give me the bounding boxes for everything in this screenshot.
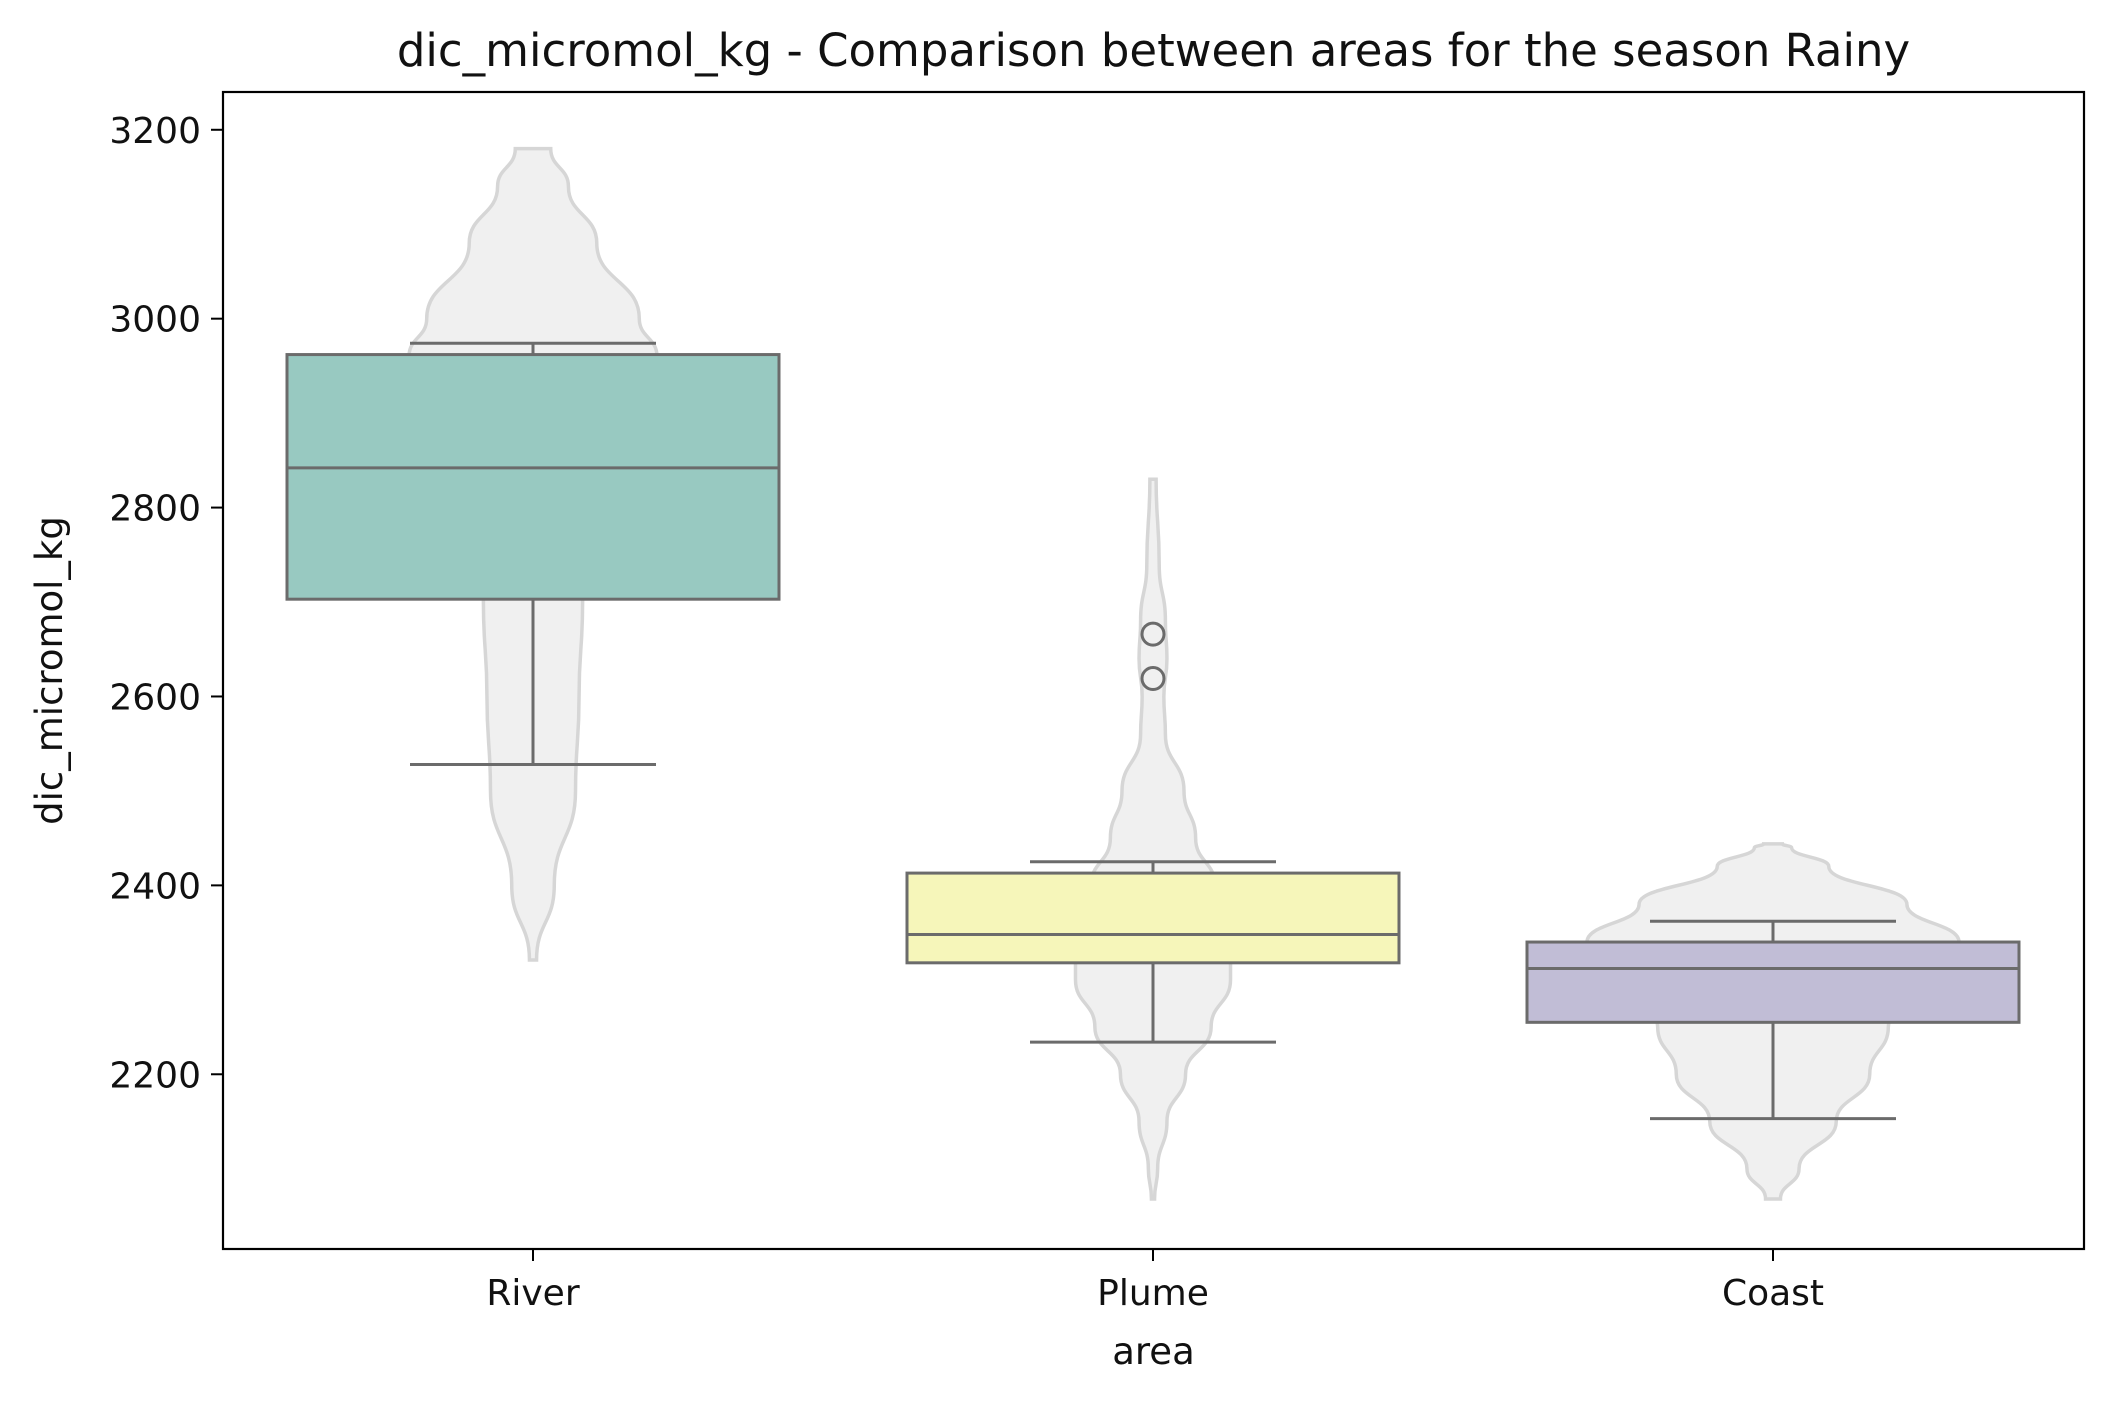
chart-title: dic_micromol_kg - Comparison between are… [397,24,1910,77]
box-coast [1525,940,2021,1024]
plot-frame [221,90,2086,1251]
box-plume [905,871,1401,965]
axis-layer: River Plume Coast 2200 2400 2600 2800 3000 3200 [109,111,1824,1314]
outlier-plume-2 [1140,621,1166,647]
x-tick-label-river: River [486,1273,579,1314]
violin-plume [1073,477,1233,1201]
y-tick-label-2600: 2600 [109,677,201,718]
y-axis-label: dic_micromol_kg [28,516,71,825]
y-tick-label-2800: 2800 [109,489,201,530]
x-tick-label-coast: Coast [1722,1273,1824,1314]
outlier-plume-1 [1140,666,1166,692]
y-tick-label-3200: 3200 [109,111,201,152]
y-tick-label-2400: 2400 [109,866,201,907]
y-tick-label-3000: 3000 [109,300,201,341]
x-tick-label-plume: Plume [1097,1273,1209,1314]
box-river [285,353,781,601]
box-layer [285,341,2021,1121]
x-axis-label: area [1112,1330,1195,1373]
y-tick-label-2200: 2200 [109,1055,201,1096]
